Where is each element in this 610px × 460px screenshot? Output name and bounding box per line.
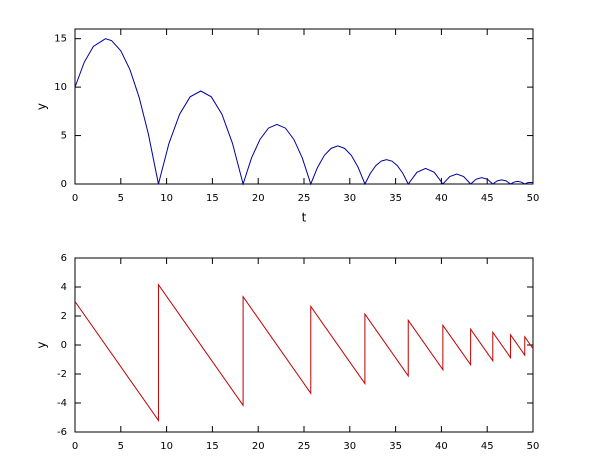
- x-tick-label: 25: [298, 441, 311, 452]
- x-tick-label: 50: [527, 441, 540, 452]
- x-tick-label: 25: [298, 193, 311, 204]
- y-tick-label: 5: [61, 131, 67, 142]
- x-tick-label: 0: [72, 193, 78, 204]
- y-tick-label: 6: [61, 253, 67, 264]
- x-tick-label: 15: [206, 441, 219, 452]
- x-tick-label: 40: [435, 441, 448, 452]
- y-tick-label: 4: [61, 282, 67, 293]
- data-line: [74, 283, 534, 422]
- x-axis-label: t: [302, 211, 307, 225]
- y-tick-label: -6: [57, 427, 67, 438]
- x-tick-label: 30: [343, 441, 356, 452]
- x-tick-label: 15: [206, 193, 219, 204]
- x-tick-label: 5: [118, 441, 124, 452]
- x-tick-label: 30: [343, 193, 356, 204]
- x-tick-label: 10: [160, 193, 173, 204]
- x-tick-label: 35: [389, 193, 402, 204]
- data-line: [74, 38, 534, 186]
- x-tick-label: 45: [481, 441, 494, 452]
- y-tick-label: -2: [57, 369, 67, 380]
- x-tick-label: 35: [389, 441, 402, 452]
- y-axis-label: y: [35, 103, 49, 110]
- plot-frame: [74, 257, 534, 433]
- y-tick-label: 0: [61, 179, 67, 190]
- y-tick-label: 15: [54, 34, 67, 45]
- x-tick-label: 20: [252, 193, 265, 204]
- y-axis-label: y: [35, 341, 49, 348]
- y-tick-label: -4: [57, 398, 67, 409]
- y-tick-label: 0: [61, 340, 67, 351]
- plot-frame: [74, 28, 534, 185]
- x-tick-label: 10: [160, 441, 173, 452]
- x-tick-label: 45: [481, 193, 494, 204]
- y-tick-label: 2: [61, 311, 67, 322]
- x-tick-label: 0: [72, 441, 78, 452]
- x-tick-label: 50: [527, 193, 540, 204]
- y-tick-label: 10: [54, 82, 67, 93]
- x-tick-label: 5: [118, 193, 124, 204]
- x-tick-label: 20: [252, 441, 265, 452]
- x-tick-label: 40: [435, 193, 448, 204]
